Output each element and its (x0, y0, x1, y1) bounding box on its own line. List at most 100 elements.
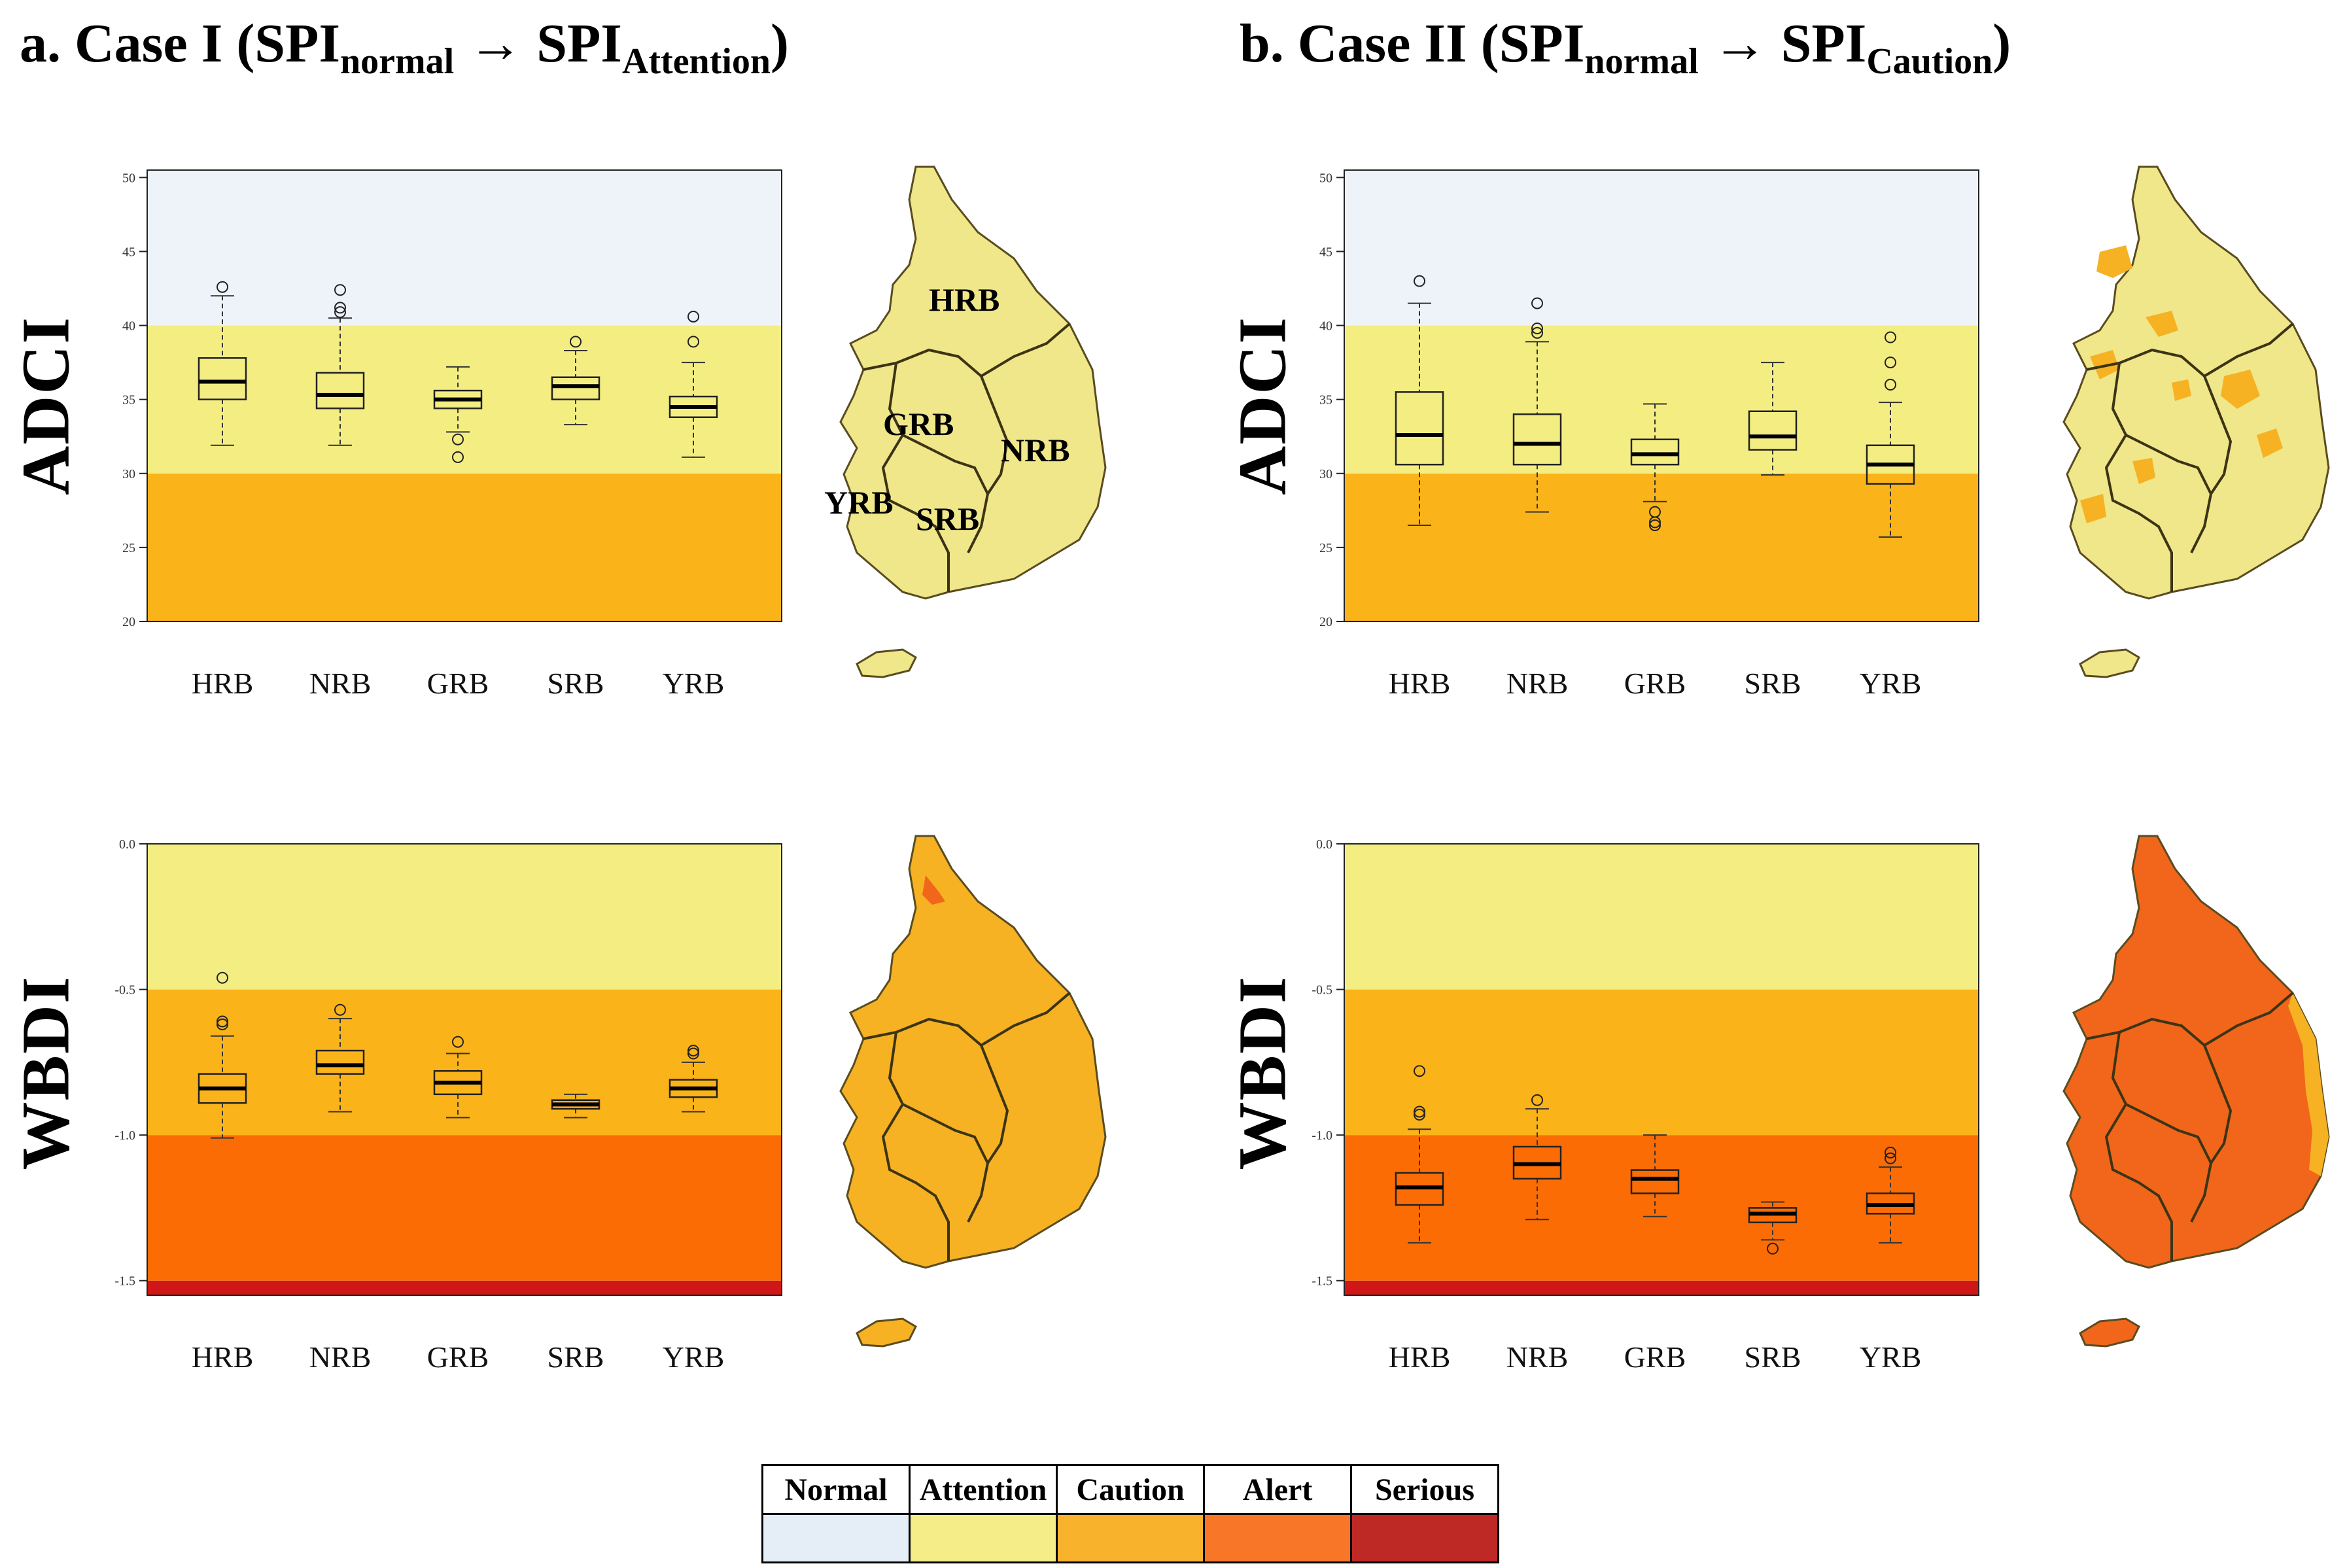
ylabel-wbdi-case-ii: WBDI (1225, 975, 1300, 1170)
band-normal (1344, 170, 1979, 326)
box-yrb (669, 310, 718, 458)
outlier-point (1414, 1109, 1425, 1121)
legend-item-caution: Caution (1058, 1466, 1205, 1561)
box-srb (551, 1093, 600, 1119)
korea-mainland (839, 835, 1107, 1269)
y-tick-label: 45 (122, 245, 135, 259)
box-nrb (1512, 1094, 1562, 1221)
y-tick-label: 25 (1319, 541, 1332, 555)
outlier-point (217, 971, 228, 984)
map-wbdi-case-ii (2062, 835, 2330, 1348)
map-wbdi-case-i (839, 835, 1107, 1348)
outlier-point (1649, 519, 1661, 531)
jeju-island (2079, 648, 2140, 678)
outlier-point (452, 1036, 464, 1048)
y-tick-label: 40 (1319, 319, 1332, 334)
x-category-label: SRB (1745, 667, 1801, 700)
legend-swatch-normal (763, 1515, 909, 1561)
band-alert (147, 1135, 782, 1281)
map-label-nrb: NRB (1001, 432, 1070, 468)
korea-mainland (839, 166, 1107, 600)
x-category-label: NRB (1506, 667, 1569, 700)
y-tick-label: -1.0 (114, 1128, 135, 1143)
ylabel-adci-case-i: ADCI (8, 316, 84, 495)
iqr-box (551, 376, 600, 400)
y-tick-label: 20 (1319, 615, 1332, 629)
y-tick-label: 50 (1319, 171, 1332, 185)
outlier-point (452, 451, 464, 463)
band-caution (147, 989, 782, 1136)
outlier-point (334, 1003, 346, 1016)
map-label-grb: GRB (883, 406, 954, 442)
outlier-point (334, 284, 346, 296)
band-caution (1344, 473, 1979, 621)
y-tick-label: -1.0 (1312, 1128, 1332, 1143)
x-category-label: GRB (427, 1340, 489, 1374)
band-alert (1344, 1135, 1979, 1281)
legend-swatch-attention (911, 1515, 1056, 1561)
jeju-island (856, 648, 917, 678)
y-tick-label: 35 (1319, 393, 1332, 408)
outlier-point (687, 1047, 699, 1060)
y-tick-label: 30 (122, 467, 135, 481)
y-tick-label: 30 (1319, 467, 1332, 481)
box-hrb (1395, 1065, 1444, 1244)
iqr-box (1630, 438, 1680, 466)
plot-frame (147, 169, 782, 622)
y-tick-label: -1.5 (114, 1274, 135, 1289)
x-category-label: SRB (548, 667, 604, 700)
band-normal (147, 170, 782, 326)
outlier-point (452, 433, 464, 445)
iqr-box (1748, 410, 1798, 451)
boxplot-wbdi-case-i: -1.5 -1.0 -0.5 0.0 HRB NRB GRB SRB YRB (114, 837, 782, 1374)
outlier-point (334, 306, 346, 319)
legend-item-normal: Normal (763, 1466, 911, 1561)
outlier-point (217, 1015, 228, 1028)
outlier-point (1531, 322, 1543, 335)
iqr-box (198, 357, 247, 400)
map-adci-case-ii (2062, 166, 2330, 678)
plot-frame (147, 843, 782, 1296)
basin-boundaries (863, 322, 1071, 592)
box-nrb (315, 1003, 365, 1113)
outlier-point (1885, 379, 1896, 391)
x-category-label: YRB (1860, 667, 1922, 700)
boxplot-adci-case-i: 20 25 30 35 40 45 50 HRB NRB GRB SRB YRB (122, 169, 782, 700)
legend: Normal Attention Caution Alert Serious (761, 1464, 1499, 1563)
plot-frame (1344, 843, 1979, 1296)
y-tick-label: 40 (122, 319, 135, 334)
basin-boundaries (863, 992, 1071, 1261)
east-coast-caution-strip (2288, 993, 2329, 1176)
x-category-label: NRB (1506, 1340, 1569, 1374)
iqr-box (1395, 391, 1444, 466)
caution-patches (2080, 245, 2283, 523)
map-adci-case-i: HRB GRB NRB YRB SRB (824, 166, 1107, 678)
y-tick-label: 0.0 (1316, 837, 1332, 852)
box-grb (1630, 403, 1680, 531)
y-tick-label: -0.5 (1312, 983, 1332, 998)
outlier-point (1885, 331, 1896, 343)
x-category-label: SRB (548, 1340, 604, 1374)
x-category-label: HRB (1389, 1340, 1451, 1374)
legend-item-attention: Attention (911, 1466, 1058, 1561)
alert-patch (922, 875, 945, 905)
box-nrb (1512, 297, 1562, 513)
band-serious (1344, 1280, 1979, 1295)
box-hrb (198, 281, 247, 446)
box-srb (1748, 1201, 1798, 1255)
map-label-srb: SRB (916, 500, 979, 537)
basin-boundaries (2086, 322, 2294, 592)
outlier-point (1414, 1065, 1425, 1077)
box-yrb (669, 1045, 718, 1113)
box-hrb (198, 971, 247, 1139)
x-category-label: GRB (427, 667, 489, 700)
x-category-label: NRB (309, 1340, 372, 1374)
outlier-point (1414, 1106, 1425, 1118)
outlier-point (1885, 1152, 1896, 1164)
outlier-point (334, 302, 346, 314)
plot-frame (1344, 169, 1979, 622)
legend-item-alert: Alert (1205, 1466, 1352, 1561)
outlier-point (687, 310, 699, 322)
x-category-label: SRB (1745, 1340, 1801, 1374)
outlier-point (1414, 275, 1425, 287)
